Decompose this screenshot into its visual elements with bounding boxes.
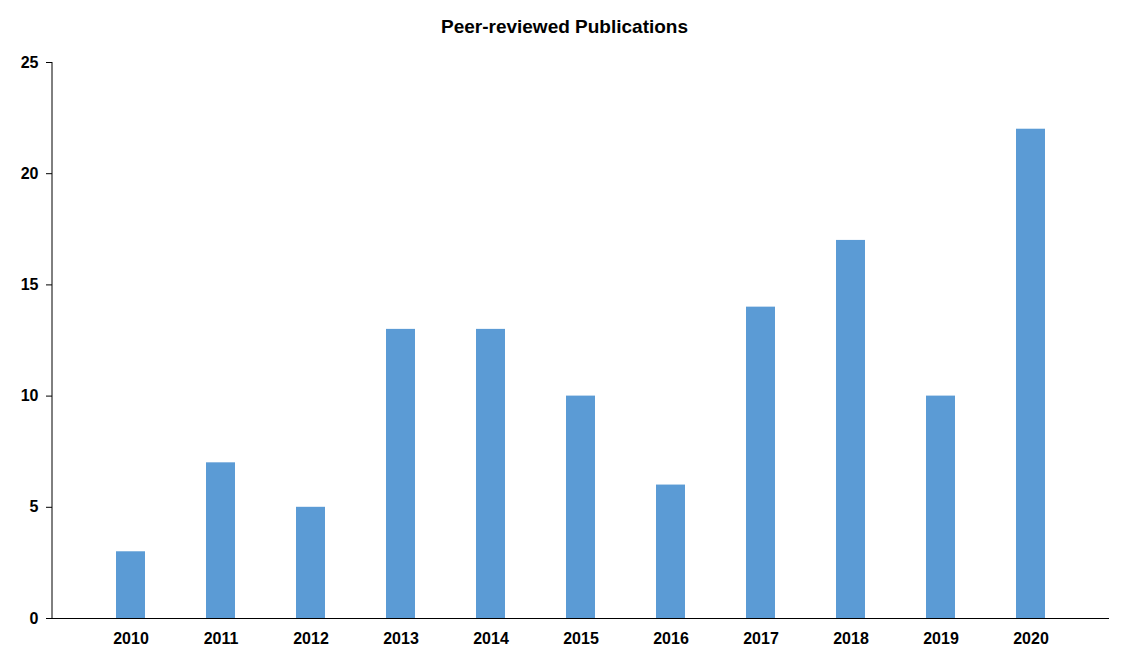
svg-text:2019: 2019 [923,630,959,647]
svg-text:2010: 2010 [113,630,149,647]
svg-text:10: 10 [21,387,39,404]
svg-text:2016: 2016 [653,630,689,647]
svg-text:2013: 2013 [383,630,419,647]
svg-text:0: 0 [30,610,39,627]
svg-text:2017: 2017 [743,630,779,647]
svg-text:2020: 2020 [1013,630,1049,647]
html-text:Peer-reviewed Publications: Peer-reviewed Publications [441,16,688,37]
svg-text:25: 25 [21,54,39,71]
svg-text:2012: 2012 [293,630,329,647]
svg-text:15: 15 [21,276,39,293]
svg-text:2014: 2014 [473,630,509,647]
svg-text:2018: 2018 [833,630,869,647]
svg-text:20: 20 [21,165,39,182]
svg-text:2015: 2015 [563,630,599,647]
svg-text:5: 5 [30,498,39,515]
svg-text:2011: 2011 [204,630,239,647]
